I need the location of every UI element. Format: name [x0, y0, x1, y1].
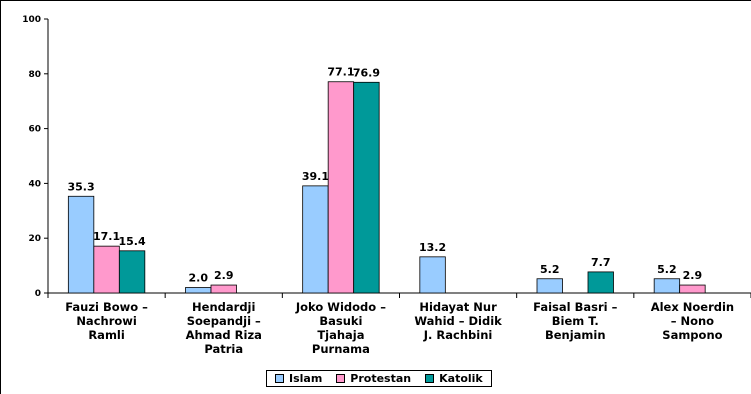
data-label-islam-2: 39.1 [302, 170, 329, 183]
category-label: Faisal Basri – [533, 300, 617, 314]
y-tick-label: 100 [22, 15, 41, 25]
category-label: Hendardji [192, 300, 255, 314]
y-tick-label: 80 [28, 70, 41, 80]
data-label-islam-0: 35.3 [68, 180, 95, 193]
bar-katolik-4 [587, 271, 614, 294]
category-label: Fauzi Bowo – [65, 300, 148, 314]
bar-katolik-0 [118, 250, 146, 294]
data-label-katolik-2: 76.9 [353, 66, 380, 79]
legend-label: Islam [289, 372, 323, 385]
data-label-islam-3: 13.2 [419, 241, 446, 254]
category-label: Sampono [662, 328, 722, 342]
bar-islam-3 [419, 256, 446, 294]
category-label: Nachrowi [76, 314, 137, 328]
category-label: Ahmad Riza [186, 328, 262, 342]
category-label: Purnama [312, 342, 370, 356]
data-label-protestan-2: 77.1 [327, 66, 354, 79]
bar-protestan-5 [679, 284, 706, 294]
category-label: Joko Widodo – [295, 300, 386, 314]
data-label-islam-1: 2.0 [189, 272, 209, 285]
bar-islam-4 [536, 278, 563, 294]
bar-islam-2 [302, 185, 329, 294]
bar-islam-0 [67, 195, 95, 294]
y-tick-label: 60 [28, 125, 41, 135]
bar-protestan-1 [210, 284, 237, 294]
category-label: Basuki [319, 314, 362, 328]
category-label: Soepandji – [187, 314, 261, 328]
data-label-islam-5: 5.2 [657, 263, 677, 276]
category-label: Patria [204, 342, 243, 356]
category-label: Hidayat Nur [419, 300, 497, 314]
data-label-katolik-4: 7.7 [591, 256, 611, 269]
legend-item-islam: Islam [275, 372, 322, 385]
y-tick-label: 20 [28, 234, 41, 244]
category-label: Biem T. [552, 314, 599, 328]
legend-label: Katolik [439, 372, 483, 385]
data-label-katolik-0: 15.4 [119, 235, 146, 248]
category-label: J. Rachbini [423, 328, 493, 342]
legend-item-katolik: Katolik [425, 372, 483, 385]
bar-katolik-2 [353, 81, 380, 294]
legend-item-protestan: Protestan [336, 372, 411, 385]
bar-islam-5 [653, 278, 681, 294]
category-label: Alex Noerdin [651, 300, 734, 314]
bar-islam-1 [185, 287, 212, 294]
y-tick-label: 40 [28, 179, 41, 189]
category-label: Ramli [88, 328, 124, 342]
bar-protestan-2 [327, 81, 355, 294]
data-label-protestan-5: 2.9 [683, 269, 703, 282]
category-label: Tjahaja [317, 328, 364, 342]
bar-protestan-0 [93, 245, 120, 294]
data-label-protestan-1: 2.9 [214, 269, 234, 282]
legend-label: Protestan [350, 372, 412, 385]
data-label-islam-4: 5.2 [540, 263, 560, 276]
category-label: Benjamin [545, 328, 606, 342]
legend-swatch [275, 374, 284, 383]
legend-swatch [336, 374, 346, 383]
category-label: Wahid – Didik [414, 314, 502, 328]
y-tick-label: 0 [35, 289, 41, 299]
legend-swatch [425, 374, 435, 383]
legend: Islam Protestan Katolik [266, 370, 492, 387]
category-label: – Nono [671, 314, 714, 328]
data-label-protestan-0: 17.1 [93, 230, 120, 243]
